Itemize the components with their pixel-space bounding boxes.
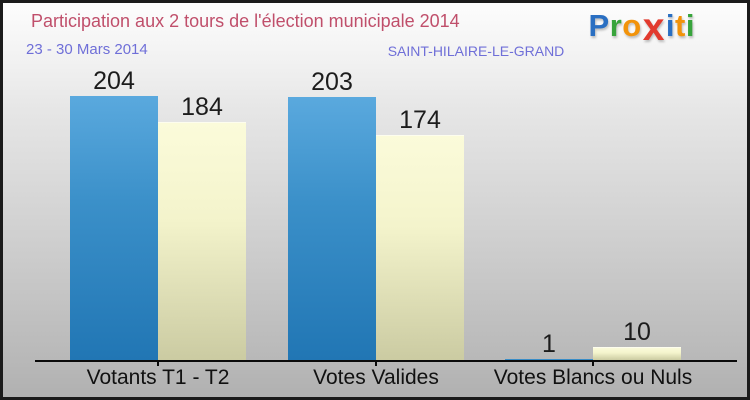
logo-letter: t	[675, 8, 686, 43]
date-range: 23 - 30 Mars 2014	[26, 41, 148, 58]
logo-letter: o	[622, 8, 642, 43]
logo-letter: i	[685, 8, 695, 43]
bar-t2-c0	[158, 121, 246, 360]
bar-t1-c1	[288, 97, 376, 360]
bar-value-label: 184	[181, 92, 223, 121]
bar-t1-c0	[70, 96, 158, 360]
category-label: Votants T1 - T2	[86, 366, 230, 389]
logo-letter: r	[609, 8, 623, 43]
x-axis	[35, 360, 737, 362]
axis-tick	[157, 360, 159, 366]
axis-tick	[592, 360, 594, 366]
category-label: Votes Valides	[313, 366, 439, 389]
bar-value-label: 174	[399, 105, 441, 134]
logo-letter: i	[665, 8, 676, 43]
bar-t1-c2	[505, 358, 593, 360]
bar-t2-c1	[376, 134, 464, 360]
bar-value-label: 204	[93, 67, 135, 95]
page-title: Participation aux 2 tours de l'élection …	[31, 11, 460, 31]
axis-tick	[375, 360, 377, 366]
logo-letter: P	[588, 8, 610, 43]
bar-t2-c2	[593, 347, 681, 360]
logo-letter: x	[642, 6, 665, 49]
location-label: SAINT-HILAIRE-LE-GRAND	[387, 43, 565, 59]
bar-value-label: 203	[311, 68, 353, 97]
proxiti-logo: Proxiti	[589, 6, 695, 50]
category-label: Votes Blancs ou Nuls	[493, 366, 693, 389]
bar-value-label: 10	[623, 318, 651, 347]
bar-value-label: 1	[542, 329, 556, 358]
